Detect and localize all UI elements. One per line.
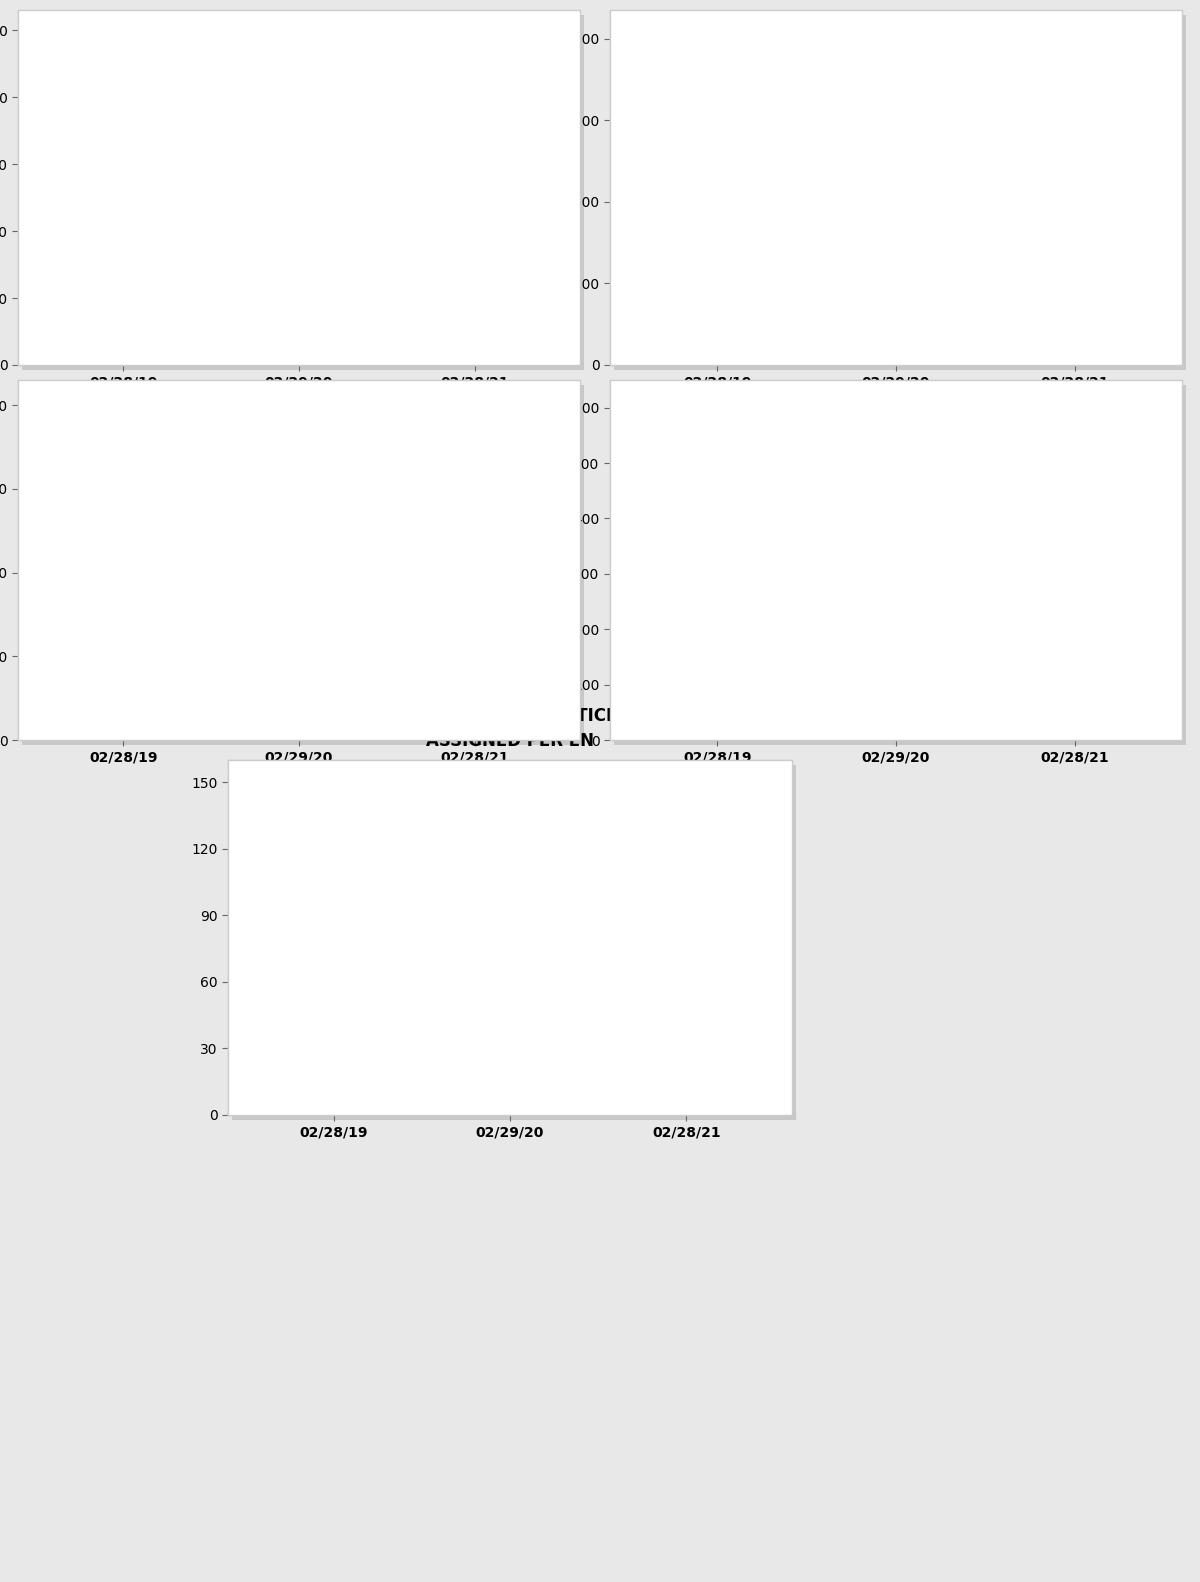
Title: AVERAGE NUMBER OF TICKETS
ASSIGNED PER EN: AVERAGE NUMBER OF TICKETS ASSIGNED PER E… [366, 707, 654, 750]
Bar [288, 824, 379, 1115]
Title: NUMBER OF TICKETS ASSIGNED
TO VR AGENCIES: NUMBER OF TICKETS ASSIGNED TO VR AGENCIE… [151, 327, 446, 370]
Bar [78, 449, 169, 740]
Bar [428, 414, 521, 740]
Text: 523: 523 [708, 574, 727, 615]
Text: 34,738: 34,738 [114, 557, 133, 633]
Text: 73,252: 73,252 [887, 177, 906, 253]
Bar [850, 66, 942, 365]
Text: 235,220: 235,220 [114, 163, 133, 252]
Bar [78, 51, 169, 365]
Text: 506: 506 [1066, 579, 1085, 620]
Text: 210,688: 210,688 [466, 179, 484, 269]
Text: 533: 533 [887, 573, 906, 612]
Bar [253, 437, 344, 740]
Bar [253, 63, 344, 365]
Bar [1028, 65, 1121, 365]
Text: 36,259: 36,259 [289, 551, 308, 626]
Text: 145: 145 [677, 933, 696, 975]
Bar [671, 451, 763, 740]
Bar [428, 82, 521, 365]
Text: 73,439: 73,439 [1066, 177, 1085, 253]
Bar [850, 445, 942, 740]
Text: 131: 131 [324, 949, 343, 990]
Bar [1028, 460, 1121, 740]
Text: 38,969: 38,969 [466, 539, 484, 614]
Bar [464, 812, 556, 1115]
Bar [671, 84, 763, 365]
Text: 137: 137 [500, 943, 520, 984]
Title: NUMBER OF ENs: NUMBER OF ENs [820, 353, 972, 370]
Bar [641, 793, 732, 1115]
Text: 68,714: 68,714 [708, 187, 727, 263]
Text: 225,741: 225,741 [289, 169, 308, 258]
